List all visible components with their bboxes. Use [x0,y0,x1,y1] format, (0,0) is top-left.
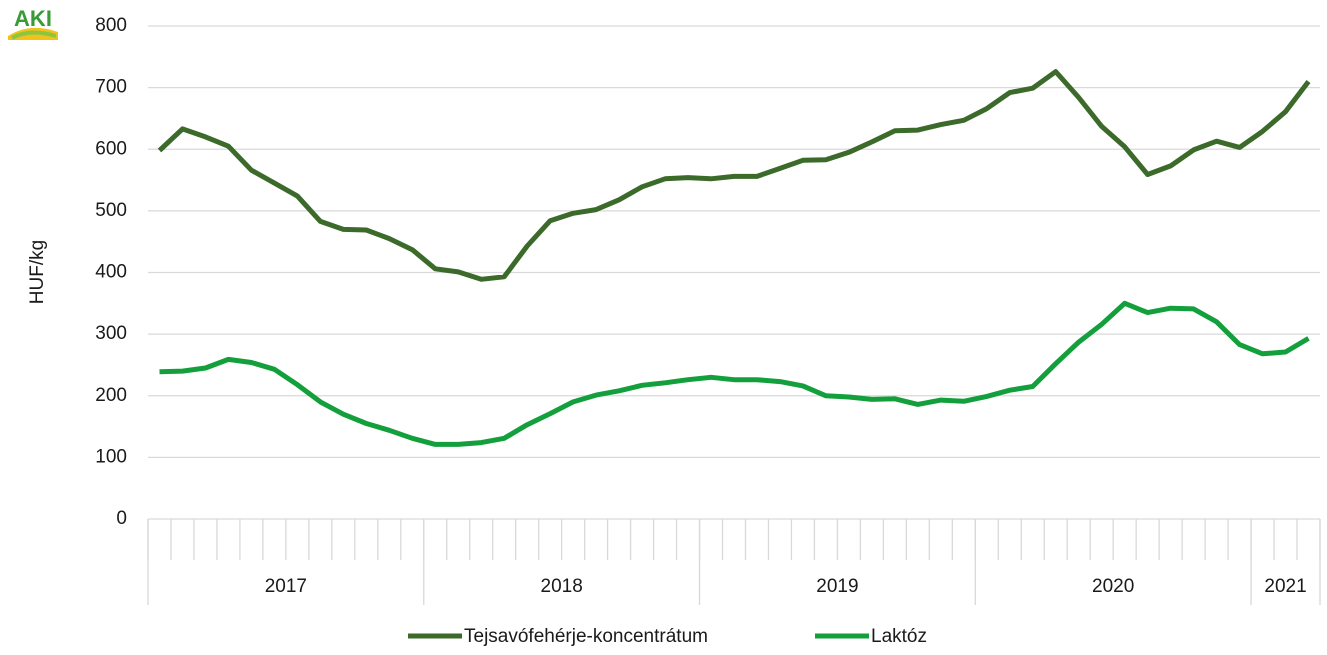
y-tick-label: 0 [116,508,127,529]
x-group-label: 2021 [1264,576,1306,597]
y-tick-label: 800 [95,15,127,36]
series-line [157,69,1311,282]
legend-label: Tejsavófehérje-koncentrátum [464,626,708,647]
y-tick-label: 500 [95,200,127,221]
logo-swoosh [11,30,57,40]
logo-text: AKI [14,6,52,31]
y-tick-label: 700 [95,77,127,98]
logo: AKI [8,6,58,40]
y-tick-label: 200 [95,385,127,406]
x-group-label: 2020 [1092,576,1134,597]
legend-item: Tejsavófehérje-koncentrátum [408,626,708,647]
x-group-label: 2019 [816,576,858,597]
x-group-label: 2018 [541,576,583,597]
y-tick-label: 300 [95,323,127,344]
series-line [159,300,1310,447]
x-group-label: 2017 [265,576,307,597]
y-tick-label: 600 [95,138,127,159]
y-tick-label: 100 [95,446,127,467]
y-tick-label: 400 [95,262,127,283]
legend-item: Laktóz [815,626,927,647]
legend-label: Laktóz [871,626,927,647]
y-axis-label: HUF/kg [27,240,48,304]
